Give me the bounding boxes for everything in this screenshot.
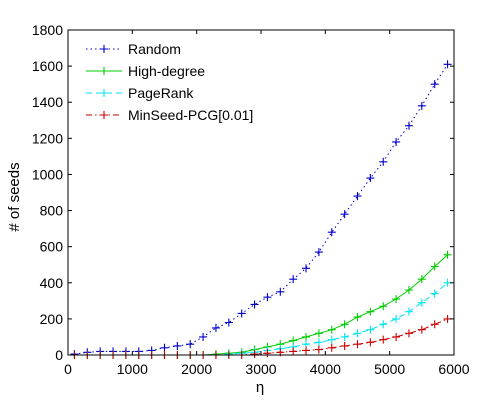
data-point-marker: [160, 343, 169, 352]
data-point-marker: [443, 250, 452, 259]
data-point-marker: [263, 349, 272, 358]
plot-area: [68, 30, 454, 355]
data-point-marker: [314, 345, 323, 354]
legend-label: High-degree: [128, 63, 205, 79]
data-point-marker: [211, 323, 220, 332]
legend-item: High-degree: [86, 63, 205, 79]
data-point-marker: [199, 332, 208, 341]
data-point-marker: [302, 264, 311, 273]
data-point-marker: [314, 329, 323, 338]
data-point-marker: [366, 338, 375, 347]
legend-marker: [100, 67, 108, 75]
data-point-marker: [340, 332, 349, 341]
data-point-marker: [353, 329, 362, 338]
data-point-marker: [417, 325, 426, 334]
data-point-marker: [430, 80, 439, 89]
data-point-marker: [379, 157, 388, 166]
x-tick-label: 5000: [374, 361, 405, 377]
data-point-marker: [379, 335, 388, 344]
x-tick-label: 1000: [117, 361, 148, 377]
y-tick-label: 200: [40, 311, 64, 327]
data-point-marker: [392, 137, 401, 146]
data-point-marker: [392, 314, 401, 323]
y-tick-label: 600: [40, 239, 64, 255]
x-tick-label: 2000: [181, 361, 212, 377]
data-point-marker: [340, 341, 349, 350]
data-point-marker: [404, 307, 413, 316]
legend-label: Random: [128, 41, 181, 57]
data-point-marker: [237, 309, 246, 318]
data-point-marker: [353, 313, 362, 322]
x-tick-label: 0: [64, 361, 72, 377]
plot-background: [68, 30, 454, 355]
data-point-marker: [417, 101, 426, 110]
data-point-marker: [430, 262, 439, 271]
data-point-marker: [430, 289, 439, 298]
data-point-marker: [250, 300, 259, 309]
data-point-marker: [404, 121, 413, 130]
series-1: [70, 60, 452, 359]
y-tick-label: 1400: [32, 94, 63, 110]
y-axis-label: # of seeds: [6, 162, 23, 231]
legend: Random High-degree PageRank MinSeed-PCG[0.0…: [86, 41, 253, 123]
data-point-marker: [366, 325, 375, 334]
data-point-marker: [302, 346, 311, 355]
data-point-marker: [186, 340, 195, 349]
y-tick-label: 1200: [32, 130, 63, 146]
legend-item: PageRank: [86, 85, 194, 101]
data-point-marker: [392, 332, 401, 341]
data-point-marker: [276, 287, 285, 296]
y-tick-label: 1800: [32, 22, 63, 38]
data-point-marker: [314, 338, 323, 347]
data-point-marker: [379, 302, 388, 311]
data-point-marker: [173, 341, 182, 350]
data-point-marker: [417, 275, 426, 284]
legend-label: MinSeed-PCG[0.01]: [128, 107, 253, 123]
data-point-marker: [289, 347, 298, 356]
y-tick-label: 0: [55, 347, 63, 363]
data-point-marker: [366, 174, 375, 183]
data-point-marker: [250, 350, 259, 359]
data-point-marker: [353, 340, 362, 349]
x-tick-label: 4000: [310, 361, 341, 377]
data-point-marker: [430, 320, 439, 329]
data-point-marker: [404, 329, 413, 338]
data-point-marker: [289, 275, 298, 284]
data-point-marker: [366, 307, 375, 316]
x-axis-label: η: [256, 379, 264, 396]
data-point-marker: [404, 286, 413, 294]
y-tick-label: 1000: [32, 166, 63, 182]
data-point-marker: [314, 248, 323, 257]
y-tick-label: 800: [40, 203, 64, 219]
legend-marker: [100, 89, 108, 97]
data-point-marker: [224, 318, 233, 327]
y-tick-label: 1600: [32, 58, 63, 74]
data-point-marker: [340, 320, 349, 329]
x-tick-label: 6000: [438, 361, 469, 377]
data-point-marker: [417, 298, 426, 307]
x-tick-label: 3000: [245, 361, 276, 377]
legend-marker: [100, 45, 108, 53]
data-point-marker: [443, 60, 452, 69]
data-point-marker: [340, 210, 349, 219]
legend-item: Random: [86, 41, 181, 57]
data-point-marker: [379, 320, 388, 329]
data-point-marker: [302, 332, 311, 341]
y-tick-label: 400: [40, 275, 64, 291]
data-point-marker: [327, 343, 336, 352]
data-point-marker: [327, 335, 336, 344]
legend-marker: [100, 111, 108, 119]
legend-item: MinSeed-PCG[0.01]: [86, 107, 253, 123]
data-point-marker: [327, 228, 336, 237]
axes-layer: 0 1000 2000 3000 4000 5000 6000 0 200 400 600 800 10…: [32, 22, 470, 377]
data-point-marker: [263, 293, 272, 302]
data-point-marker: [327, 325, 336, 334]
series-line: [74, 64, 449, 355]
data-point-marker: [353, 192, 362, 201]
data-point-marker: [392, 295, 401, 304]
legend-label: PageRank: [128, 85, 194, 101]
